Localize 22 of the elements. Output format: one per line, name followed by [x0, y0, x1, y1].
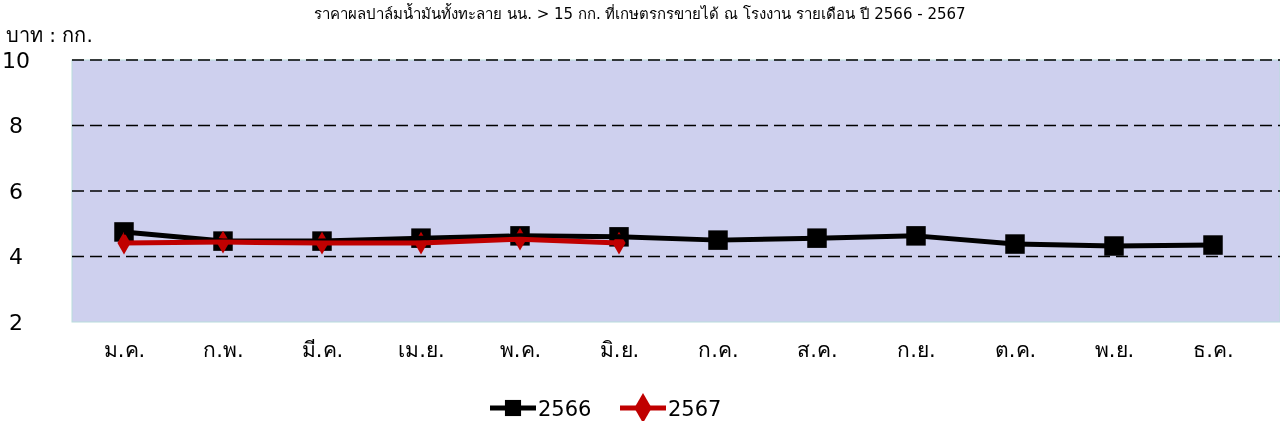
x-tick-label: พ.ค. [499, 337, 542, 362]
x-tick-label: ก.ย. [897, 337, 936, 362]
x-tick-label: ม.ค. [103, 337, 146, 362]
x-tick-label: ก.ค. [698, 337, 739, 362]
x-tick-label: เม.ย. [398, 337, 445, 362]
chart-title: ราคาผลปาล์มน้ำมันทั้งทะลาย นน. > 15 กก. ที่เกษตรกรขายได้ ณ โรงงาน รายเดือน ปี 2566 - 2567 [314, 3, 966, 23]
x-tick-label: ต.ค. [994, 337, 1037, 362]
x-tick-label: พ.ย. [1094, 337, 1135, 362]
y-axis-title: บาท : กก. [6, 23, 93, 47]
x-tick-label: ก.พ. [203, 337, 244, 362]
y-tick-label: 8 [9, 113, 23, 139]
y-tick-label: 6 [9, 178, 23, 204]
x-tick-label: มิ.ย. [599, 337, 640, 362]
legend-label: 2567 [668, 397, 722, 421]
x-tick-label: ธ.ค. [1193, 337, 1234, 362]
point [1203, 235, 1223, 255]
x-tick-label: ส.ค. [797, 337, 838, 362]
y-tick-label: 2 [9, 309, 23, 335]
y-tick-label: 4 [9, 244, 23, 270]
x-tick-label: มี.ค. [301, 337, 344, 362]
legend-label: 2566 [538, 397, 592, 421]
y-tick-label: 10 [2, 47, 30, 73]
